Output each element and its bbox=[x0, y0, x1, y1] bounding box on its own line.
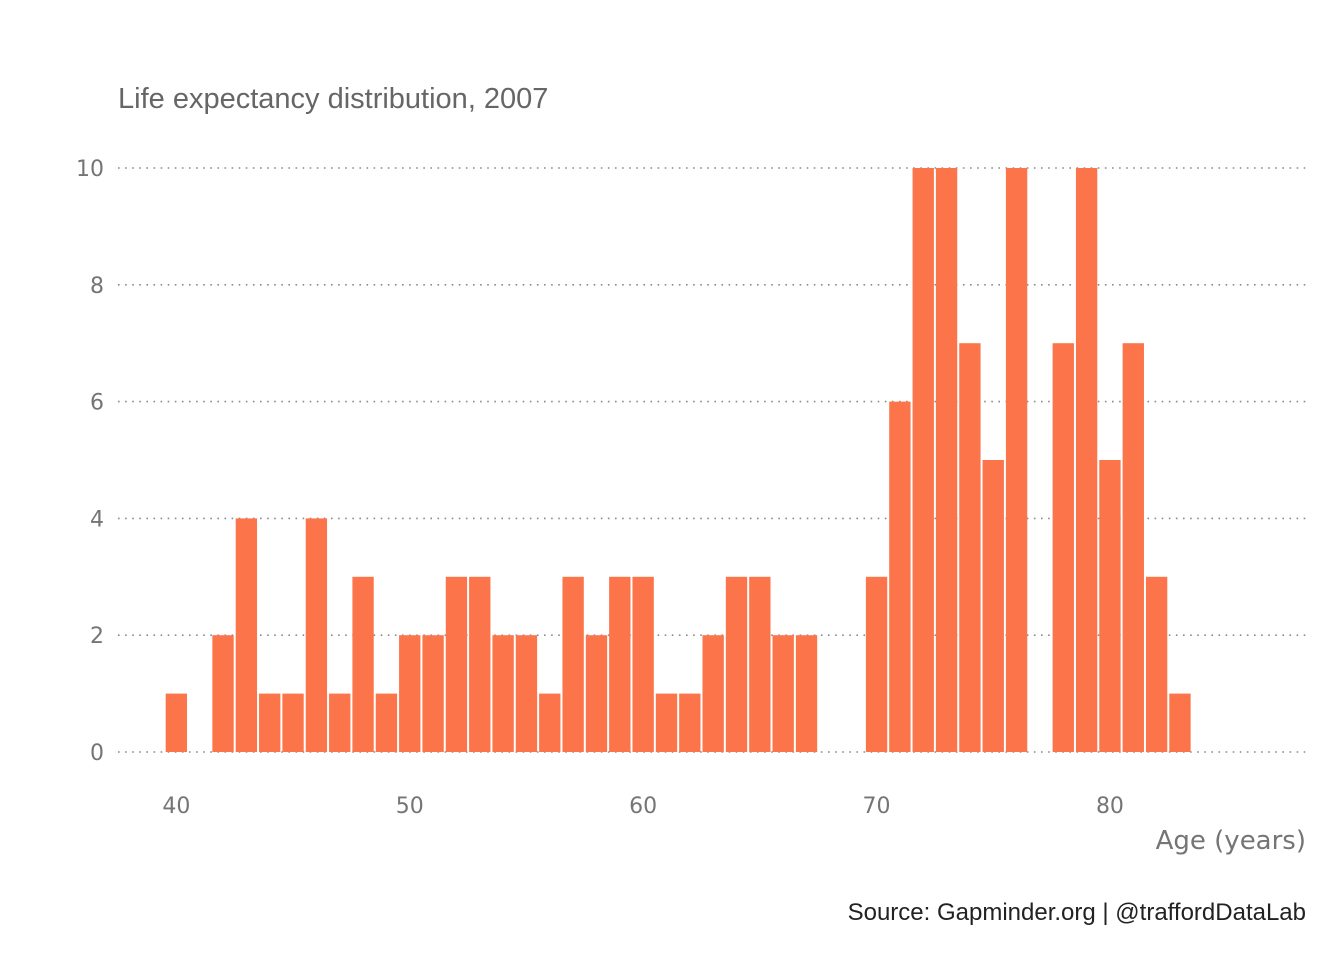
histogram-bar bbox=[1169, 693, 1191, 752]
histogram-bar bbox=[749, 576, 771, 752]
histogram-bar bbox=[562, 576, 584, 752]
histogram-bar bbox=[539, 693, 561, 752]
histogram-bar bbox=[959, 343, 981, 752]
histogram-bar bbox=[1122, 343, 1144, 752]
histogram-bar bbox=[585, 635, 608, 752]
histogram-bar bbox=[1075, 168, 1098, 752]
histogram-bar bbox=[982, 460, 1004, 752]
histogram-bar bbox=[609, 576, 631, 752]
histogram-bar bbox=[772, 635, 794, 752]
histogram-bar bbox=[399, 635, 421, 752]
y-tick-label: 8 bbox=[90, 274, 104, 299]
histogram-bar bbox=[492, 635, 514, 752]
histogram-bar bbox=[1005, 168, 1028, 752]
x-tick-label: 40 bbox=[162, 794, 190, 819]
x-tick-label: 70 bbox=[863, 794, 891, 819]
x-axis-ticks: 40 50 60 70 80 bbox=[162, 794, 1124, 819]
x-tick-label: 60 bbox=[629, 794, 657, 819]
histogram-bar bbox=[445, 576, 468, 752]
histogram-bar bbox=[865, 576, 888, 752]
y-tick-label: 0 bbox=[90, 741, 104, 766]
histogram-bar bbox=[469, 576, 491, 752]
histogram-bar bbox=[912, 168, 934, 752]
x-tick-label: 80 bbox=[1096, 794, 1124, 819]
histogram-bar bbox=[1145, 576, 1168, 752]
y-tick-label: 6 bbox=[90, 391, 104, 416]
histogram-bars bbox=[165, 168, 1191, 752]
y-tick-label: 2 bbox=[90, 624, 104, 649]
histogram-bar bbox=[725, 576, 748, 752]
histogram-bar bbox=[889, 401, 911, 752]
histogram-bar bbox=[375, 693, 398, 752]
histogram-bar bbox=[352, 576, 374, 752]
histogram-bar bbox=[329, 693, 351, 752]
y-axis-ticks: 0 2 4 6 8 10 bbox=[76, 157, 104, 766]
histogram-bar bbox=[212, 635, 234, 752]
chart-title: Life expectancy distribution, 2007 bbox=[118, 83, 548, 115]
histogram-bar bbox=[165, 693, 188, 752]
histogram-bar bbox=[702, 635, 724, 752]
histogram-bar bbox=[632, 576, 654, 752]
histogram-bar bbox=[1052, 343, 1074, 752]
x-tick-label: 50 bbox=[396, 794, 424, 819]
x-axis-title: Age (years) bbox=[1156, 826, 1306, 856]
histogram-bar bbox=[305, 518, 328, 752]
histogram-bar bbox=[795, 635, 818, 752]
y-tick-label: 4 bbox=[90, 507, 104, 532]
source-caption: Source: Gapminder.org | @traffordDataLab bbox=[848, 899, 1306, 926]
histogram-bar bbox=[1099, 460, 1121, 752]
histogram-bar bbox=[655, 693, 678, 752]
histogram-bar bbox=[515, 635, 538, 752]
y-tick-label: 10 bbox=[76, 157, 104, 182]
histogram-bar bbox=[422, 635, 444, 752]
histogram-bar bbox=[259, 693, 281, 752]
histogram-bar bbox=[235, 518, 258, 752]
histogram-bar bbox=[282, 693, 304, 752]
histogram-bar bbox=[679, 693, 701, 752]
histogram-bar bbox=[935, 168, 958, 752]
